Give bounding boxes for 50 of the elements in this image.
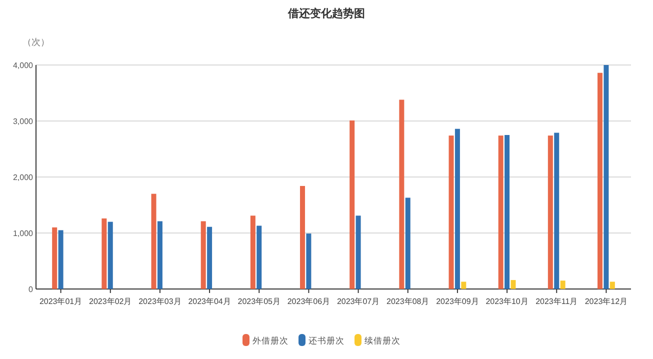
bar xyxy=(448,136,454,289)
x-tick-label: 2023年06月 xyxy=(287,297,330,306)
bar xyxy=(108,222,113,289)
x-tick-label: 2023年07月 xyxy=(336,297,380,306)
bar xyxy=(598,72,603,289)
bar xyxy=(610,282,615,289)
bar xyxy=(157,221,162,289)
bar xyxy=(405,198,410,289)
bar xyxy=(306,234,312,289)
bar xyxy=(52,227,58,289)
bar xyxy=(510,280,516,289)
y-tick-label: 2,000 xyxy=(12,173,34,182)
bar xyxy=(250,216,256,289)
x-tick-label: 2023年02月 xyxy=(89,297,132,306)
legend-label: 续借册次 xyxy=(364,336,400,346)
y-tick-label: 3,000 xyxy=(12,117,34,126)
y-axis-title: （次） xyxy=(22,37,50,47)
bar xyxy=(151,194,156,289)
y-tick-label: 4,000 xyxy=(12,61,34,70)
x-tick-label: 2023年01月 xyxy=(39,297,82,306)
bar xyxy=(300,186,306,289)
x-tick-label: 2023年12月 xyxy=(584,297,628,306)
bar xyxy=(207,226,212,289)
bar xyxy=(350,120,355,289)
bar xyxy=(256,226,262,289)
bar xyxy=(554,132,560,289)
bar xyxy=(548,136,553,289)
bar xyxy=(399,100,404,289)
bar xyxy=(498,136,504,289)
x-tick-label: 2023年04月 xyxy=(188,297,231,306)
bar xyxy=(356,216,361,289)
x-tick-label: 2023年10月 xyxy=(486,297,528,306)
x-tick-label: 2023年08月 xyxy=(386,297,430,306)
bar xyxy=(102,218,107,289)
legend-label: 外借册次 xyxy=(252,336,288,346)
bar xyxy=(604,65,609,289)
y-tick-label: 0 xyxy=(28,285,34,294)
x-tick-label: 2023年09月 xyxy=(436,297,479,306)
bar xyxy=(560,280,566,289)
bar xyxy=(461,282,466,289)
chart-title: 借还变化趋势图 xyxy=(287,7,365,20)
legend-label: 还书册次 xyxy=(308,336,344,346)
y-tick-label: 1,000 xyxy=(12,229,34,238)
x-tick-label: 2023年03月 xyxy=(138,297,182,306)
bar xyxy=(200,221,206,289)
bar xyxy=(504,135,510,289)
bar xyxy=(58,230,64,289)
bar xyxy=(454,128,460,289)
x-tick-label: 2023年11月 xyxy=(536,297,578,306)
x-tick-label: 2023年05月 xyxy=(238,297,280,306)
